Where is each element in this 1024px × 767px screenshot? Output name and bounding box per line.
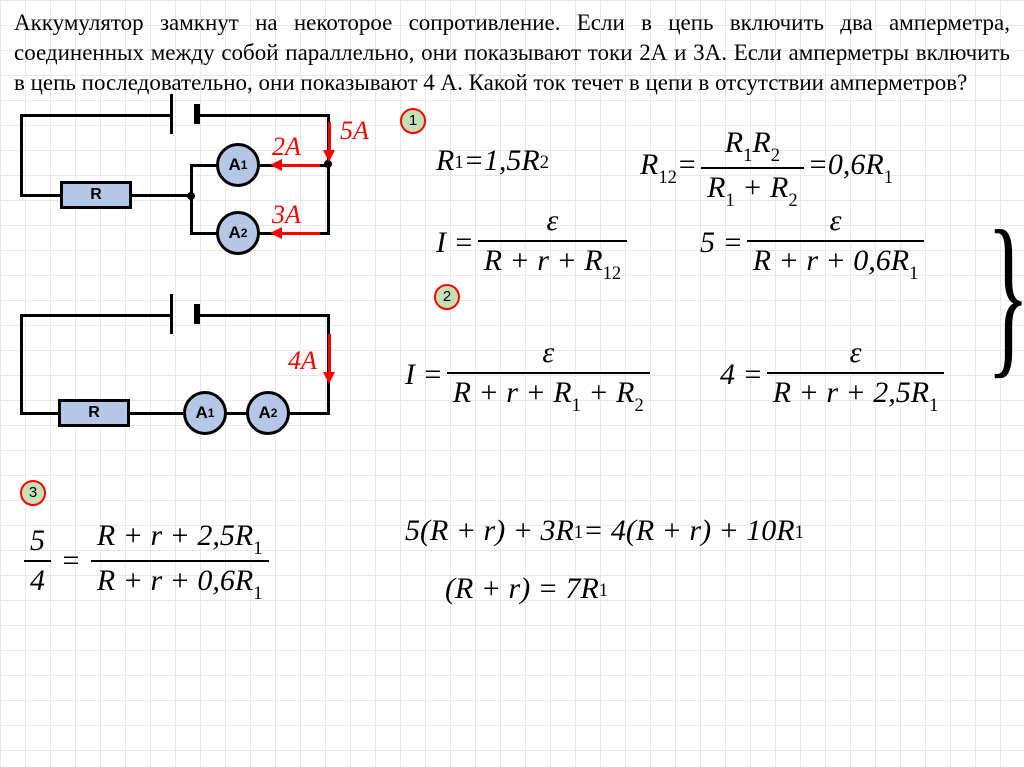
circuit-series: R A1 A2 4A <box>20 304 360 454</box>
ammeter-a1: A1 <box>216 143 260 187</box>
current-arrow-a2 <box>280 232 320 235</box>
eq-den: R + r + 0,6R1 <box>91 560 269 603</box>
resistor: R <box>58 399 130 427</box>
eq-5: 5 = ε R + r + 0,6R1 <box>700 204 928 283</box>
step-badge-1: 1 <box>400 108 426 134</box>
eq-expand: 5(R + r) + 3R1 = 4(R + r) + 10R1 <box>405 514 804 548</box>
content: Аккумулятор замкнут на некоторое сопроти… <box>0 0 1024 734</box>
ammeter-sub: 1 <box>208 406 215 420</box>
step-badge-3: 3 <box>20 480 46 506</box>
eq-eps: ε <box>541 204 565 240</box>
current-label-a1: 2A <box>272 132 301 162</box>
ammeter-label: A <box>259 403 271 423</box>
ammeter-sub: 1 <box>241 158 248 172</box>
eq-part: =0,6R1 <box>808 148 893 187</box>
current-arrow-total <box>328 122 331 152</box>
brace-icon: } <box>987 204 1024 384</box>
ammeter-a1: A1 <box>183 391 227 435</box>
resistor-label: R <box>90 186 102 204</box>
current-arrow-a1 <box>280 164 320 167</box>
ammeter-label: A <box>229 155 241 175</box>
eq-I-series: I = ε R + r + R1 + R2 <box>405 336 654 415</box>
ammeter-a2: A2 <box>216 211 260 255</box>
eq-den: R + r + R1 + R2 <box>447 372 650 415</box>
eq-eps: ε <box>844 336 868 372</box>
eq-den: R + r + 2,5R1 <box>767 372 945 415</box>
eq-den: R + r + 0,6R1 <box>747 240 925 283</box>
eq-den: 4 <box>24 560 51 598</box>
current-label-series: 4A <box>288 346 317 376</box>
eq-num: R + r + 2,5R1 <box>91 519 269 560</box>
workarea: 1 2 3 <box>0 104 1024 734</box>
eq-eps: ε <box>824 204 848 240</box>
resistor: R <box>60 181 132 209</box>
ammeter-sub: 2 <box>241 226 248 240</box>
eq-r12: R12= R1R2 R1 + R2 =0,6R1 <box>640 126 893 210</box>
current-arrow-series <box>328 334 331 374</box>
ammeter-label: A <box>196 403 208 423</box>
eq-part: R12= <box>640 148 697 187</box>
ammeter-label: A <box>229 223 241 243</box>
ammeter-sub: 2 <box>271 406 278 420</box>
step-badge-2: 2 <box>434 284 460 310</box>
eq-part: 5 = <box>700 226 743 260</box>
eq-part: I = <box>405 358 443 392</box>
eq-final: (R + r) = 7R1 <box>445 572 608 606</box>
current-label-total: 5A <box>340 116 369 146</box>
eq-eps: ε <box>536 336 560 372</box>
eq-eq: = <box>55 544 87 578</box>
eq-num: R1R2 <box>719 126 786 167</box>
eq-4: 4 = ε R + r + 2,5R1 <box>720 336 948 415</box>
eq-den: R + r + R12 <box>478 240 627 283</box>
eq-I-parallel: I = ε R + r + R12 <box>436 204 631 283</box>
problem-statement: Аккумулятор замкнут на некоторое сопроти… <box>0 0 1024 104</box>
current-label-a2: 3A <box>272 200 301 230</box>
circuit-parallel: R A1 A2 5A 2A 3A <box>20 104 360 284</box>
eq-part: I = <box>436 226 474 260</box>
ammeter-a2: A2 <box>246 391 290 435</box>
eq-num: 5 <box>24 524 51 560</box>
eq-part: 4 = <box>720 358 763 392</box>
eq-ratio: 5 4 = R + r + 2,5R1 R + r + 0,6R1 <box>20 519 273 603</box>
resistor-label: R <box>88 404 100 422</box>
eq-r1-r2: R1=1,5R2 <box>436 144 549 178</box>
